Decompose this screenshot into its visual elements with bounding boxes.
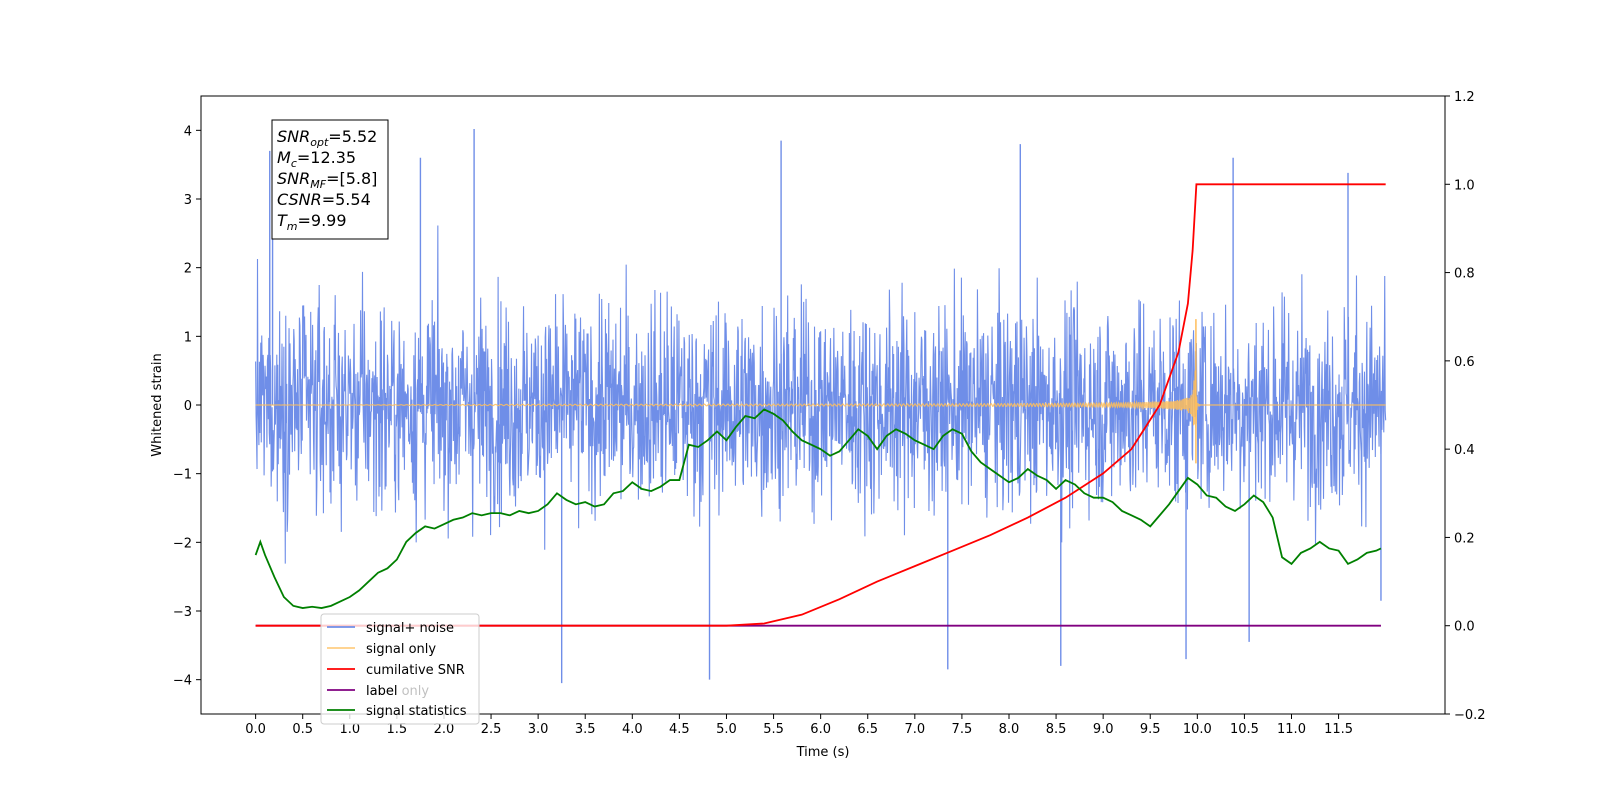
y-axis-label: Whitened strain [150, 353, 165, 456]
legend-label: signal only [366, 642, 436, 657]
series-signal-only [255, 370, 1386, 426]
y-tick-label: 1 [184, 330, 192, 345]
legend-label: signal+ noise [366, 621, 454, 636]
y-tick-label: −2 [173, 536, 192, 551]
plot-area [254, 128, 1387, 684]
x-tick-label: 8.0 [999, 722, 1020, 737]
x-tick-label: 3.5 [575, 722, 596, 737]
series-signal-noise [255, 225, 1387, 564]
annotation-line: SNRMF=[5.8] [277, 169, 377, 191]
annotation-line: Tm=9.99 [277, 211, 347, 233]
x-tick-label: 0.0 [245, 722, 266, 737]
annotation-frame [271, 119, 389, 240]
y2-tick-label: 1.0 [1454, 178, 1475, 193]
y-tick-label: −1 [173, 468, 192, 483]
annotation-line: SNRopt=5.52 [277, 127, 377, 149]
y2-tick-label: 0.8 [1454, 267, 1475, 282]
legend-label: signal statistics [366, 704, 467, 719]
legend-label: cumilative SNR [366, 663, 465, 678]
x-tick-label: 6.0 [810, 722, 831, 737]
x-tick-label: 4.5 [669, 722, 690, 737]
annotation-line: Mc=12.35 [277, 148, 356, 170]
x-tick-label: 0.5 [292, 722, 313, 737]
x-tick-label: 5.5 [763, 722, 784, 737]
x-tick-label: 7.0 [904, 722, 925, 737]
y2-tick-label: −0.2 [1454, 708, 1486, 723]
x-tick-label: 1.5 [387, 722, 408, 737]
annotation-line: CSNR=5.54 [277, 190, 371, 209]
x-tick-label: 11.5 [1324, 722, 1353, 737]
series-signal-statistics [254, 408, 1382, 609]
x-tick-label: 9.0 [1093, 722, 1114, 737]
x-tick-label: 8.5 [1046, 722, 1067, 737]
y2-tick-label: 0.4 [1454, 443, 1475, 458]
x-axis-label: Time (s) [796, 745, 850, 760]
x-tick-label: 10.0 [1183, 722, 1212, 737]
x-tick-label: 10.5 [1230, 722, 1259, 737]
x-tick-label: 3.0 [528, 722, 549, 737]
x-tick-label: 6.5 [857, 722, 878, 737]
x-tick-label: 2.5 [481, 722, 502, 737]
y-tick-label: 2 [184, 262, 192, 277]
y-tick-label: 3 [184, 193, 192, 208]
y2-tick-label: 0.0 [1454, 620, 1475, 635]
x-tick-label: 5.0 [716, 722, 737, 737]
y2-tick-label: 0.2 [1454, 531, 1475, 546]
x-tick-label: 7.5 [952, 722, 973, 737]
x-tick-label: 9.5 [1140, 722, 1161, 737]
y-tick-label: −3 [173, 605, 192, 620]
axes: 0.0 0.5 1.0 1.5 2.0 2.5 3.0 3.5 4.0 4.5 5.0 5.5 6.0 6… [173, 90, 1486, 737]
legend-frame [320, 613, 480, 725]
y2-tick-label: 0.6 [1454, 355, 1475, 370]
legend: signal+ noise signal only cumilative SNR la… [320, 613, 480, 725]
y-tick-label: 4 [184, 124, 192, 139]
legend-label: label [366, 684, 397, 699]
x-tick-label: 1.0 [339, 722, 360, 737]
y-tick-label: 0 [184, 399, 192, 414]
x-tick-label: 11.0 [1277, 722, 1306, 737]
x-tick-label: 2.0 [434, 722, 455, 737]
y-tick-label: −4 [173, 674, 192, 689]
series-cumilative-snr [255, 183, 1386, 627]
x-tick-label: 4.0 [622, 722, 643, 737]
y2-tick-label: 1.2 [1454, 90, 1475, 105]
legend-label: label only [366, 684, 429, 699]
